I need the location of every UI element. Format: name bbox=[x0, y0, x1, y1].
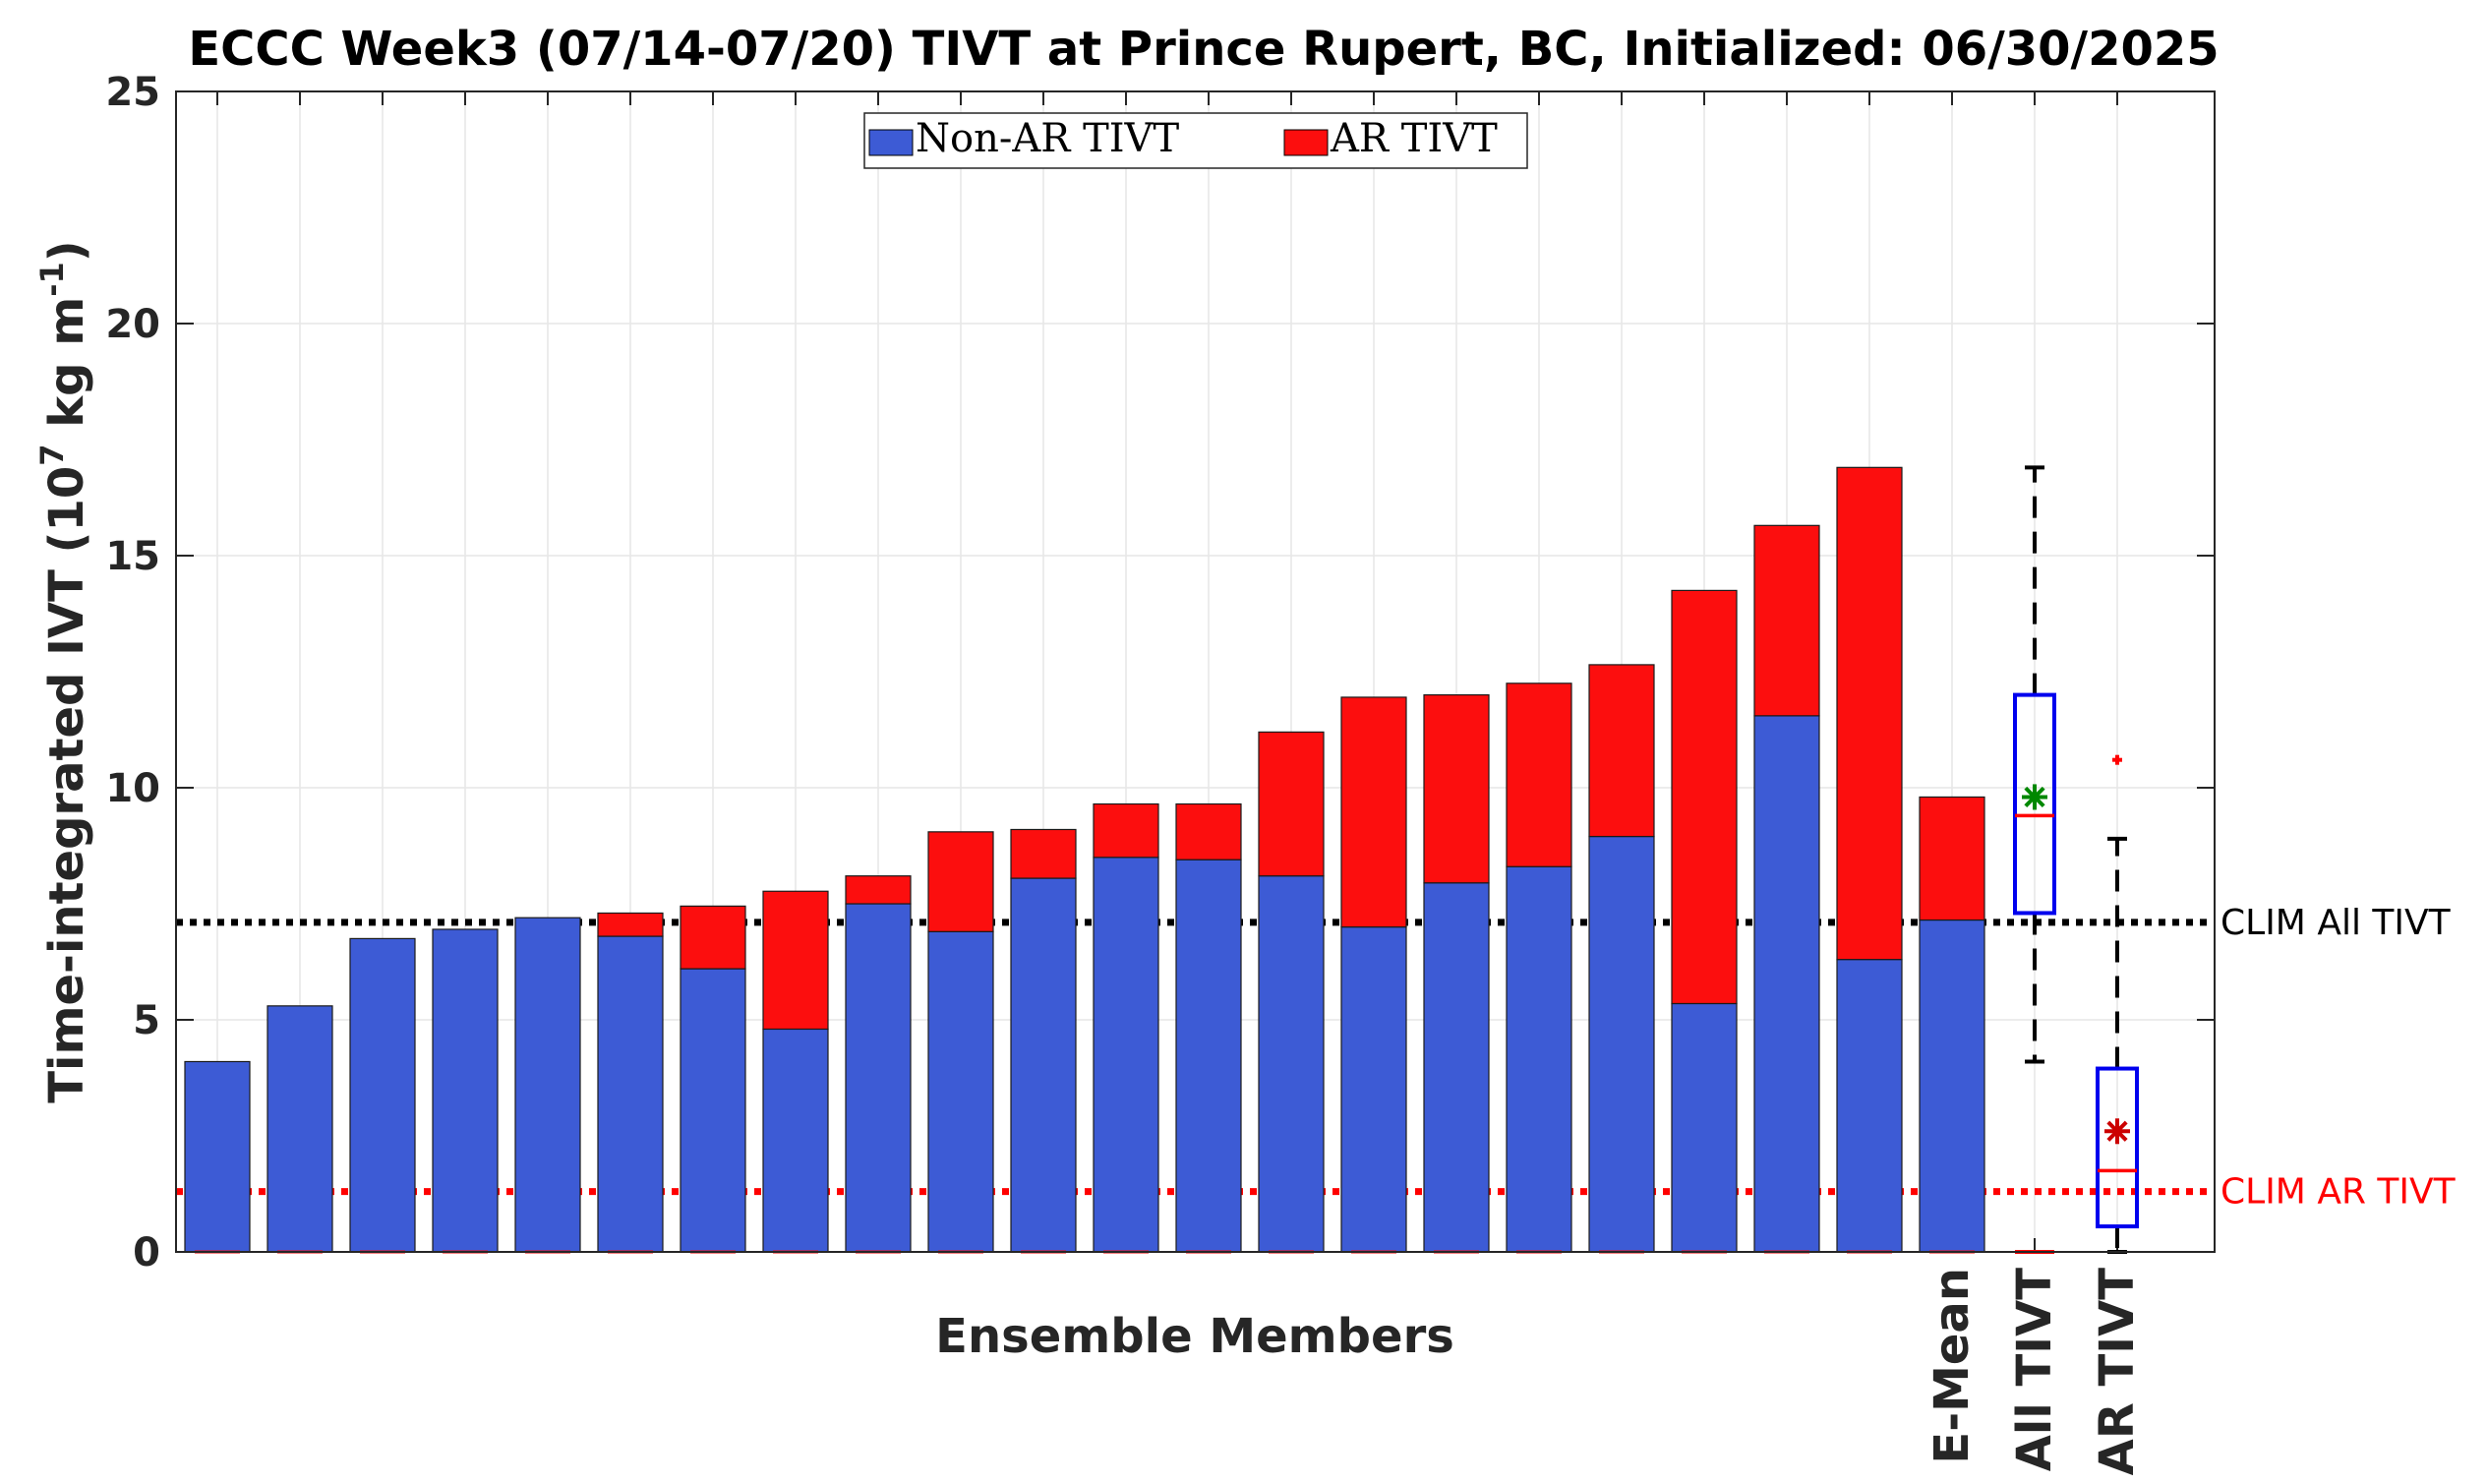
member-19-ar-bar bbox=[1671, 589, 1738, 1005]
y-axis-label-exp2: -1 bbox=[33, 262, 71, 297]
legend-label-non-ar: Non-AR TIVT bbox=[916, 116, 1179, 161]
y-tick-label: 15 bbox=[105, 534, 160, 579]
y-tick-label: 0 bbox=[133, 1230, 160, 1276]
member-5-non-ar-bar bbox=[514, 917, 581, 1253]
member-12-non-ar-bar bbox=[1093, 857, 1159, 1253]
clim-label-2: CLIM AR TIVT bbox=[2221, 1172, 2457, 1213]
bars bbox=[184, 466, 1985, 1254]
x-category-label-1: E-Mean bbox=[1924, 1268, 1980, 1464]
y-tick-label: 25 bbox=[105, 70, 160, 115]
member-6-non-ar-bar bbox=[597, 935, 664, 1253]
member-6-ar-bar bbox=[597, 912, 664, 937]
box-2-mean-marker bbox=[2106, 1120, 2128, 1142]
member-8-ar-bar bbox=[762, 890, 829, 1031]
ensemble-mean-non-ar-bar bbox=[1919, 919, 1985, 1253]
legend-swatch-non-ar bbox=[868, 129, 914, 156]
member-20-non-ar-bar bbox=[1753, 715, 1820, 1253]
member-16-non-ar-bar bbox=[1423, 882, 1490, 1253]
x-category-label-3: AR TIVT bbox=[2090, 1268, 2145, 1476]
y-tick-label: 20 bbox=[105, 302, 160, 347]
x-category-label-2: All TIVT bbox=[2007, 1268, 2062, 1472]
member-2-non-ar-bar bbox=[266, 1005, 333, 1253]
member-17-ar-bar bbox=[1506, 683, 1572, 867]
ensemble-mean-ar-bar bbox=[1919, 796, 1985, 921]
x-axis-label: Ensemble Members bbox=[935, 1309, 1454, 1364]
member-7-ar-bar bbox=[680, 905, 746, 970]
member-18-ar-bar bbox=[1588, 664, 1655, 838]
boxplots bbox=[2013, 465, 2139, 1254]
reference-labels: CLIM All TIVT CLIM AR TIVT bbox=[2221, 903, 2457, 1213]
member-1-non-ar-bar bbox=[184, 1060, 251, 1253]
legend: Non-AR TIVT AR TIVT bbox=[863, 112, 1528, 169]
member-11-non-ar-bar bbox=[1010, 877, 1077, 1253]
legend-box bbox=[863, 112, 1528, 169]
member-9-ar-bar bbox=[845, 875, 912, 905]
chart-title: ECCC Week3 (07/14-07/20) TIVT at Prince … bbox=[188, 22, 2219, 77]
member-14-non-ar-bar bbox=[1258, 875, 1325, 1253]
legend-label-ar: AR TIVT bbox=[1330, 116, 1498, 161]
member-7-non-ar-bar bbox=[680, 968, 746, 1253]
member-10-ar-bar bbox=[927, 831, 994, 932]
plot-frame bbox=[175, 90, 2216, 1253]
member-20-ar-bar bbox=[1753, 524, 1820, 717]
member-21-ar-bar bbox=[1836, 466, 1903, 961]
member-13-ar-bar bbox=[1175, 802, 1242, 861]
legend-swatch-ar bbox=[1283, 129, 1329, 156]
member-13-non-ar-bar bbox=[1175, 859, 1242, 1253]
member-14-ar-bar bbox=[1258, 731, 1325, 877]
member-18-non-ar-bar bbox=[1588, 835, 1655, 1253]
member-17-non-ar-bar bbox=[1506, 865, 1572, 1253]
member-3-non-ar-bar bbox=[349, 937, 416, 1253]
member-12-ar-bar bbox=[1093, 802, 1159, 859]
clim-label-1: CLIM All TIVT bbox=[2221, 903, 2452, 943]
box-2-iqr bbox=[2096, 1066, 2139, 1229]
box-1-iqr bbox=[2013, 692, 2056, 916]
member-10-non-ar-bar bbox=[927, 930, 994, 1253]
box-1-mean-marker bbox=[2024, 786, 2045, 808]
member-19-non-ar-bar bbox=[1671, 1002, 1738, 1253]
y-axis-ticks: 0 5 10 15 20 25 bbox=[105, 70, 2215, 1276]
member-11-ar-bar bbox=[1010, 828, 1077, 879]
member-4-non-ar-bar bbox=[432, 928, 499, 1253]
y-tick-label: 10 bbox=[105, 766, 160, 811]
member-16-ar-bar bbox=[1423, 693, 1490, 884]
member-15-non-ar-bar bbox=[1340, 925, 1407, 1253]
x-category-labels: E-Mean All TIVT AR TIVT bbox=[1924, 1268, 2145, 1476]
member-21-non-ar-bar bbox=[1836, 959, 1903, 1253]
member-8-non-ar-bar bbox=[762, 1028, 829, 1253]
member-15-ar-bar bbox=[1340, 696, 1407, 928]
y-axis-label-exp1: 7 bbox=[33, 444, 71, 465]
y-tick-label: 5 bbox=[133, 998, 160, 1043]
y-axis-label: Time-integrated IVT (107 kg m-1) bbox=[33, 240, 94, 1102]
member-9-non-ar-bar bbox=[845, 903, 912, 1253]
